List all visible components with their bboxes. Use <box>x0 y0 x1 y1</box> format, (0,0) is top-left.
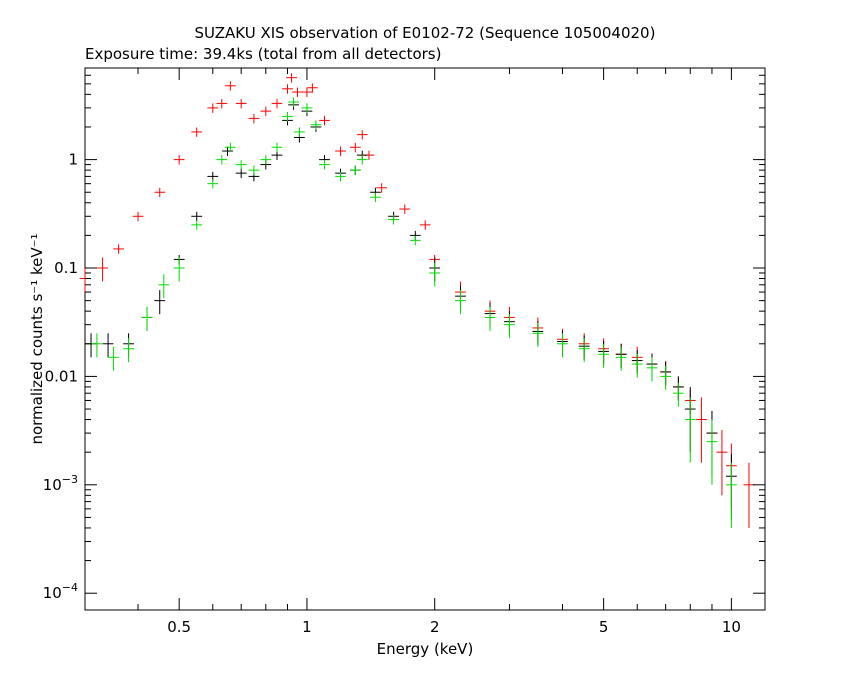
y-tick-label: 0.01 <box>45 367 78 385</box>
series-layer <box>79 73 755 528</box>
x-tick-label: 5 <box>599 618 609 636</box>
y-tick-base: 10 <box>43 584 62 602</box>
x-tick-label: 1 <box>302 618 312 636</box>
chart-title: SUZAKU XIS observation of E0102-72 (Sequ… <box>195 24 656 42</box>
x-tick-label: 2 <box>430 618 440 636</box>
y-tick-base: 0.1 <box>54 259 78 277</box>
series-0 <box>79 73 755 528</box>
y-tick-base: 0.01 <box>45 367 78 385</box>
chart-subtitle: Exposure time: 39.4ks (total from all de… <box>85 45 441 63</box>
y-tick-label: 10−4 <box>43 581 78 602</box>
y-tick-label: 10−3 <box>43 473 78 494</box>
plot-frame <box>84 67 766 611</box>
x-tick-label: 10 <box>722 618 741 636</box>
series-1 <box>85 100 737 520</box>
y-tick-exponent: −4 <box>62 581 78 594</box>
y-tick-label: 0.1 <box>54 259 78 277</box>
x-axis-label: Energy (keV) <box>377 640 474 658</box>
y-tick-label: 1 <box>68 151 78 169</box>
series-2 <box>91 97 737 528</box>
y-axis-label: normalized counts s⁻¹ keV⁻¹ <box>28 233 46 444</box>
y-tick-exponent: −3 <box>62 473 78 486</box>
x-tick-label: 0.5 <box>167 618 191 636</box>
y-tick-base: 10 <box>43 476 62 494</box>
y-tick-base: 1 <box>68 151 78 169</box>
